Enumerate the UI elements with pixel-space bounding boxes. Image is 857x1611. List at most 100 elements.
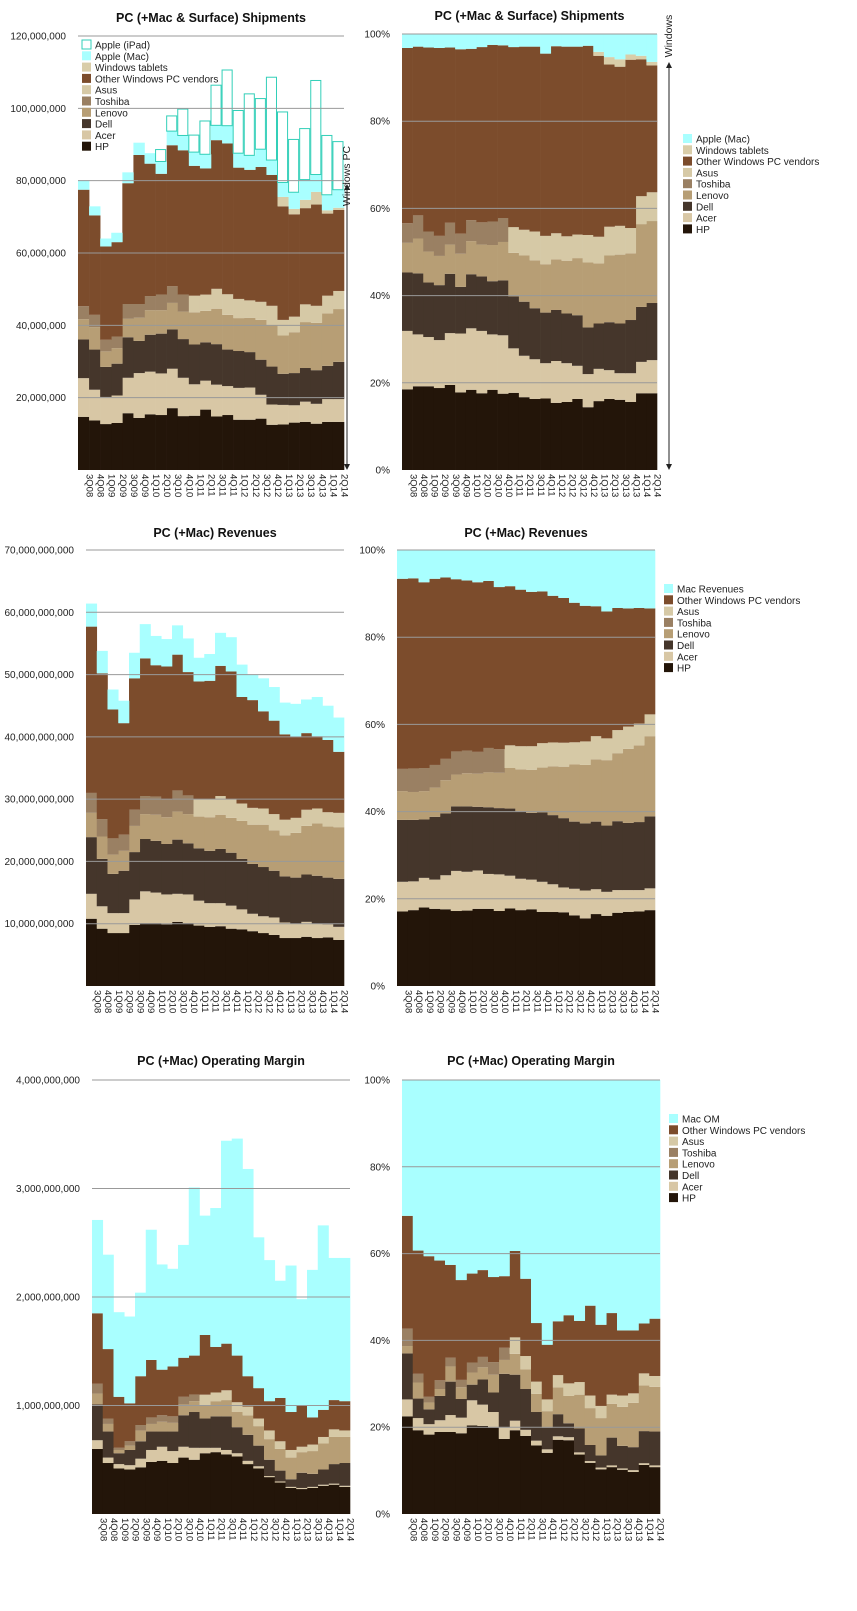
series-asus (509, 1337, 661, 1419)
bar-segment (558, 550, 570, 598)
bar-segment (412, 34, 424, 47)
bar-segment (498, 1373, 510, 1428)
bar-segment (450, 579, 462, 752)
legend-label: Acer (95, 131, 116, 142)
bar-segment (332, 141, 344, 191)
y-tick-label: 30,000,000,000 (4, 795, 74, 806)
bar-segment (129, 924, 141, 986)
bar-segment (236, 664, 248, 697)
bar-segment (558, 742, 570, 767)
bar-segment (102, 1418, 114, 1424)
bar-segment (552, 1439, 564, 1514)
bar-segment (188, 312, 201, 345)
legend-label: Mac OM (682, 1115, 720, 1126)
bar-segment (593, 51, 605, 56)
legend-swatch (669, 1147, 678, 1157)
bar-segment (397, 791, 409, 820)
bar-segment (423, 1080, 435, 1257)
bar-segment (145, 1417, 157, 1424)
bar-segment (561, 401, 573, 470)
bar-segment (274, 1441, 286, 1449)
bar-segment (606, 1467, 618, 1514)
bar-segment (172, 839, 184, 894)
x-tick-label: 2Q12 (259, 1518, 270, 1541)
legend-swatch (683, 145, 692, 155)
bar-segment (418, 582, 430, 768)
bar-segment (558, 766, 570, 819)
bar-segment (89, 215, 101, 315)
bar-segment (231, 1138, 243, 1356)
x-tick-label: 3Q08 (407, 1518, 418, 1541)
bar-segment (155, 373, 167, 416)
bar-segment (167, 1268, 179, 1367)
bar-segment (402, 1328, 414, 1347)
bar-segment (156, 1264, 168, 1370)
bar-segment (118, 933, 130, 986)
bar-segment (144, 334, 156, 372)
y-tick-label: 70,000,000,000 (4, 546, 74, 557)
bar-segment (258, 678, 270, 712)
bar-segment (199, 154, 212, 169)
bar-segment (255, 418, 267, 470)
bar-segment (182, 795, 194, 815)
bar-segment (579, 823, 591, 891)
bar-segment (255, 319, 267, 360)
bar-segment (518, 301, 530, 356)
bar-segment (498, 1347, 510, 1360)
bar-segment (529, 260, 541, 309)
legend-label: Lenovo (95, 108, 128, 119)
bar-segment (322, 812, 334, 827)
bar-segment (150, 814, 162, 841)
bar-segment (156, 1460, 168, 1514)
y-tick-label: 20% (370, 378, 390, 389)
bar-segment (450, 911, 462, 986)
bar-segment (444, 273, 456, 334)
bar-segment (277, 404, 289, 425)
bar-segment (268, 720, 280, 815)
bar-segment (221, 1400, 233, 1417)
x-tick-label: 1Q14 (644, 1518, 655, 1541)
x-tick-label: 3Q12 (261, 474, 272, 497)
bar-segment (593, 236, 605, 264)
bar-segment (476, 34, 488, 48)
bar-segment (440, 875, 452, 910)
x-tick-label: 4Q12 (590, 1518, 601, 1541)
bar-segment (584, 1305, 596, 1396)
bar-segment (509, 1337, 521, 1354)
x-tick-label: 4Q10 (194, 1518, 205, 1541)
x-tick-label: 4Q13 (316, 474, 327, 497)
bar-segment (92, 1393, 104, 1405)
bar-segment (274, 1470, 286, 1482)
bar-segment (412, 1373, 424, 1383)
y-tick-label: 40% (370, 291, 390, 302)
y-tick-label: 40,000,000 (16, 321, 66, 332)
bar-segment (155, 173, 167, 295)
bar-segment (285, 1412, 297, 1450)
y-tick-label: 100% (364, 1076, 390, 1087)
series-lenovo (397, 736, 656, 826)
bar-segment (139, 658, 151, 797)
bar-segment (150, 635, 162, 666)
bar-segment (552, 1321, 564, 1376)
bar-segment (166, 329, 179, 369)
bar-segment (569, 550, 581, 603)
bar-segment (412, 1382, 424, 1399)
bar-segment (444, 222, 456, 245)
bar-segment (139, 624, 151, 659)
bar-segment (133, 417, 145, 470)
y-tick-label: 10,000,000,000 (4, 919, 74, 930)
x-tick-label: 4Q09 (151, 1518, 162, 1541)
x-tick-label: 3Q08 (402, 990, 413, 1013)
x-tick-label: 2Q09 (130, 1518, 141, 1541)
x-tick-label: 3Q12 (269, 1518, 280, 1541)
bar-segment (265, 76, 278, 161)
bar-segment (233, 298, 245, 319)
bar-segment (466, 1425, 478, 1514)
bar-segment (296, 1472, 308, 1488)
bar-segment (483, 550, 495, 581)
bar-segment (572, 46, 583, 235)
bar-segment (477, 1367, 489, 1380)
bar-segment (572, 34, 583, 47)
bar-segment (541, 1344, 553, 1400)
bar-segment (225, 928, 237, 986)
